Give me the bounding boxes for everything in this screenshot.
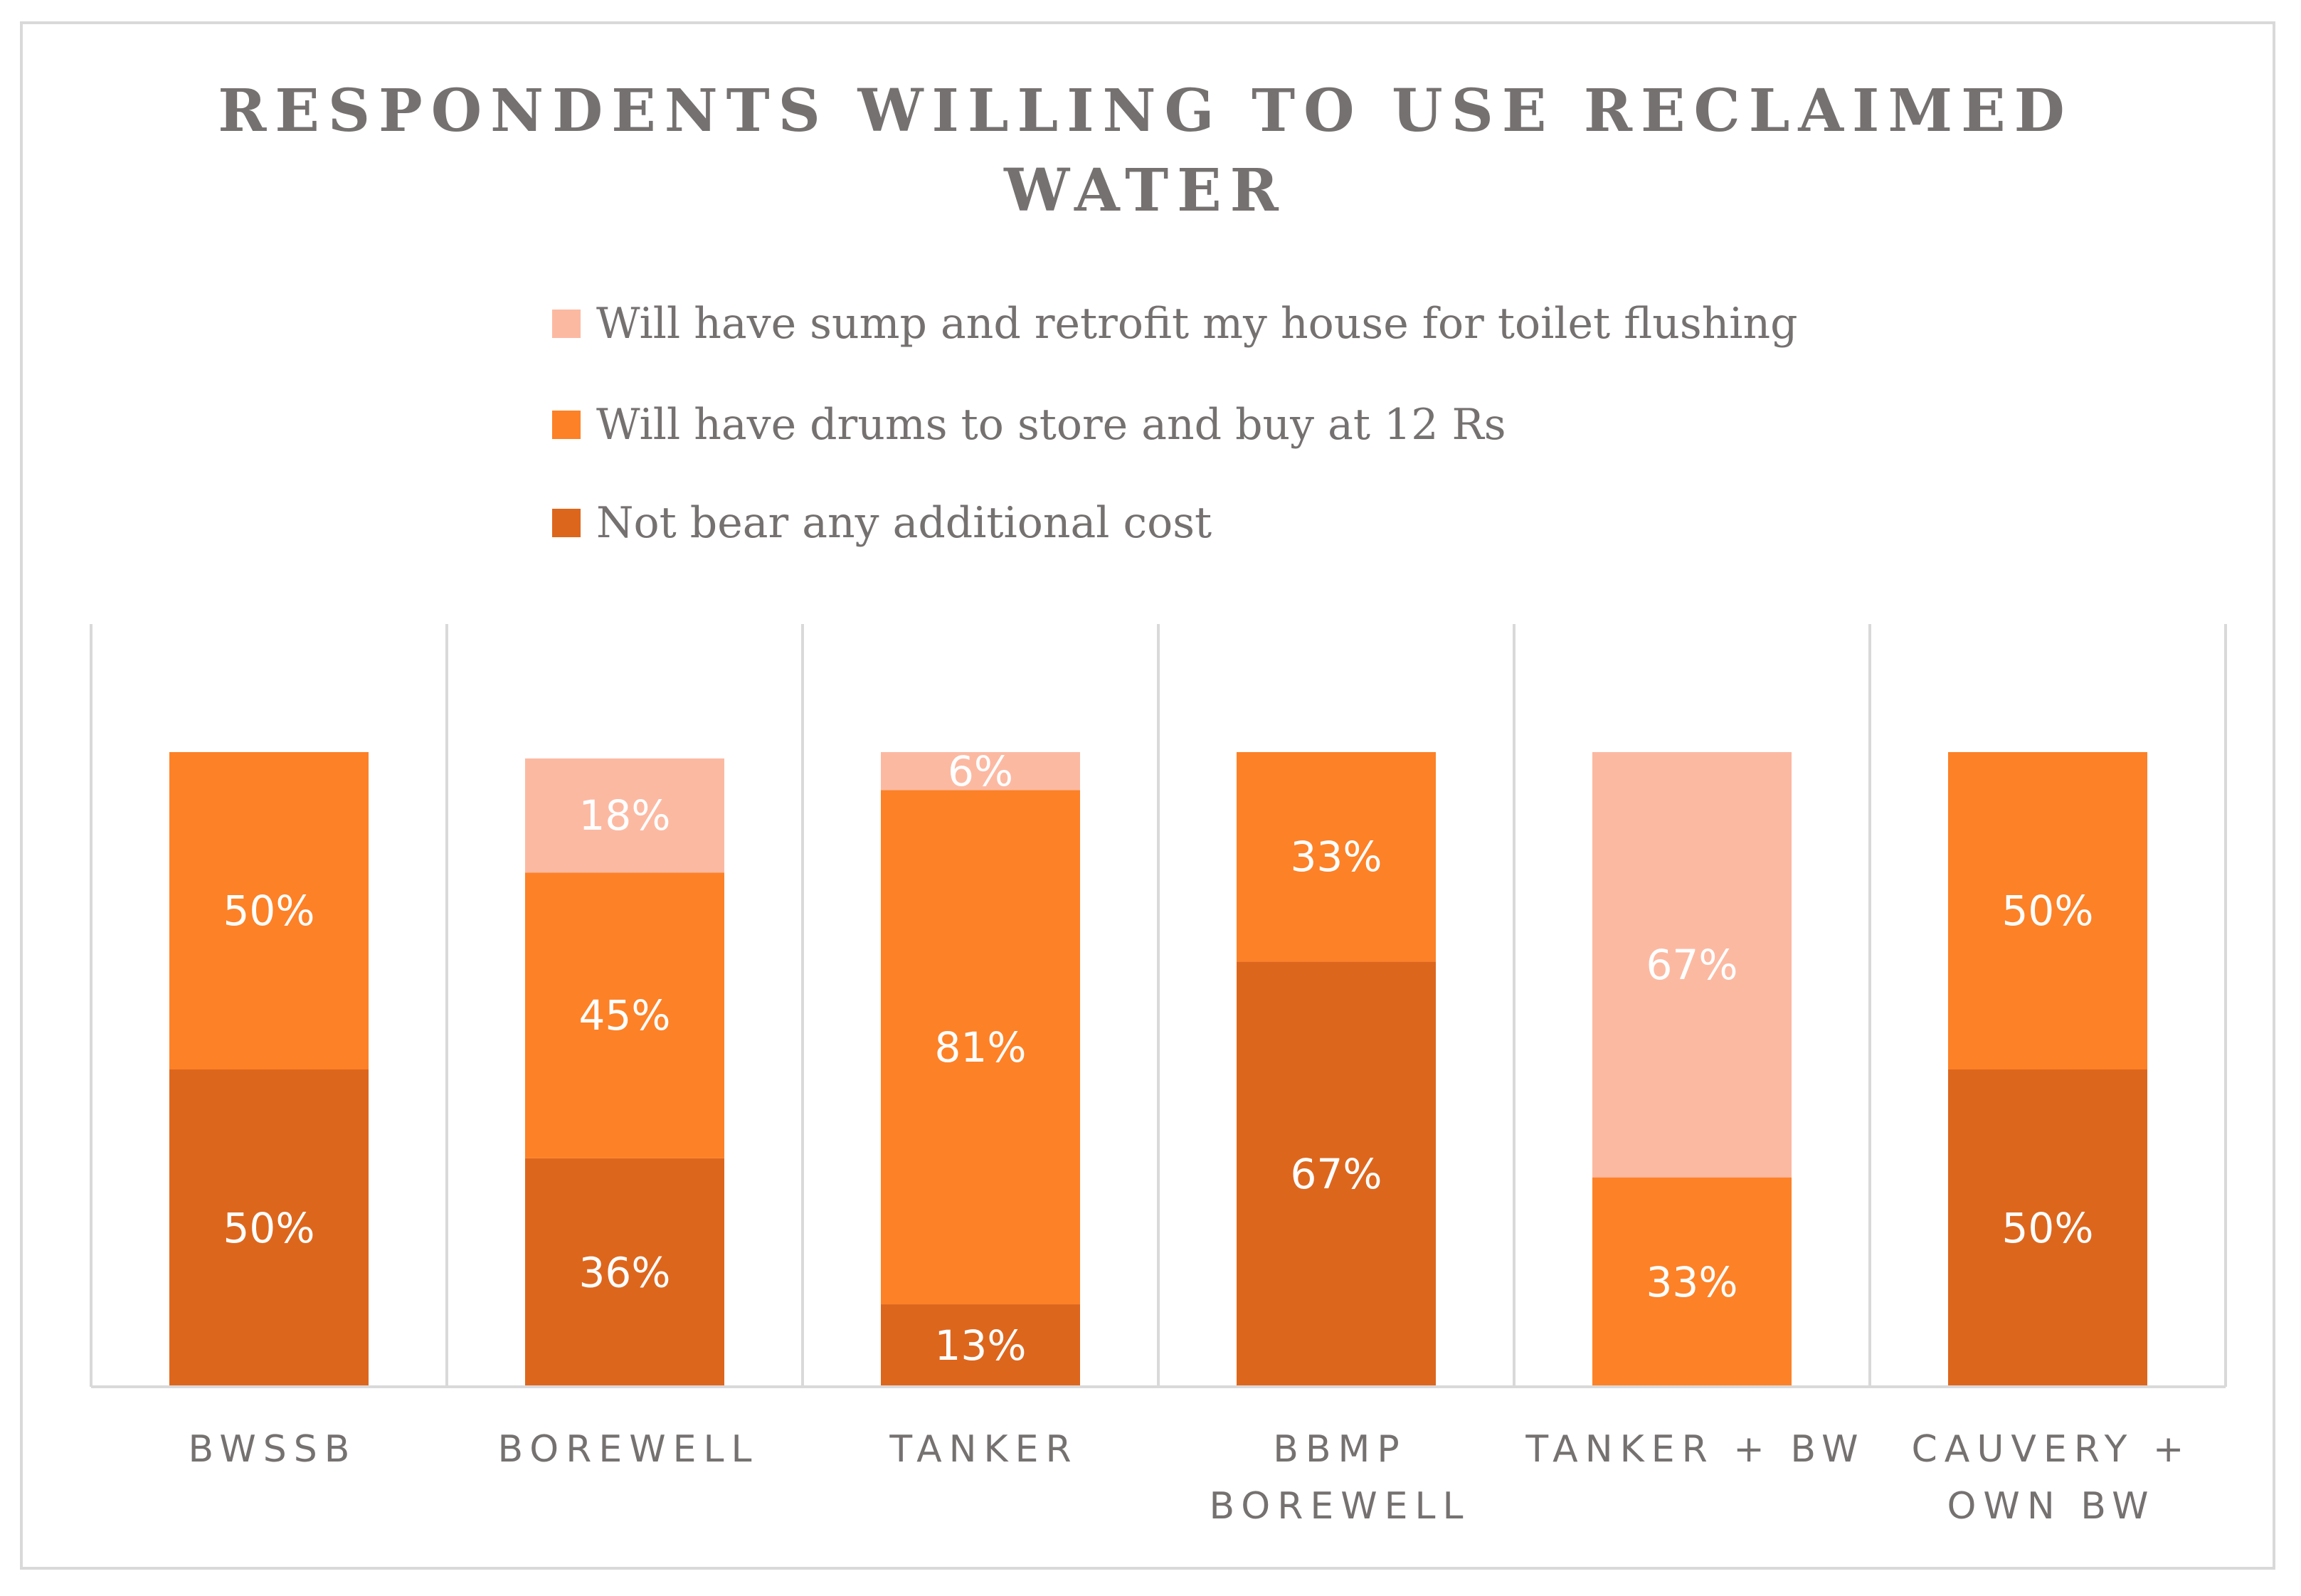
bar-segment <box>1592 752 1792 1178</box>
chart-frame <box>20 21 2275 1570</box>
data-label: 36% <box>579 1248 671 1296</box>
bar-segment <box>1237 752 1436 962</box>
chart-title: RESPONDENTS WILLING TO USE RECLAIMED WAT… <box>218 77 2073 225</box>
category-label: BOREWELL <box>498 1428 759 1471</box>
data-label: 50% <box>223 1204 315 1252</box>
category-label: TANKER <box>889 1428 1078 1471</box>
category-label: BWSSB <box>189 1428 357 1471</box>
legend-item-no-cost: Not bear any additional cost <box>552 498 1212 548</box>
category-label: BBMP <box>1273 1428 1407 1471</box>
bar-segment <box>881 790 1080 1305</box>
legend-swatch-no-cost <box>552 509 581 537</box>
bar-segment <box>1237 961 1436 1387</box>
category-label: BOREWELL <box>1210 1485 1471 1528</box>
data-label: 50% <box>223 887 315 935</box>
legend-label-drums: Will have drums to store and buy at 12 R… <box>596 400 1506 450</box>
bar-segment <box>1948 752 2147 1069</box>
bar-segment <box>169 1069 369 1387</box>
data-label: 50% <box>2002 887 2094 935</box>
data-label: 13% <box>935 1321 1027 1370</box>
bar-segment <box>525 872 724 1158</box>
legend-item-drums: Will have drums to store and buy at 12 R… <box>552 400 1506 450</box>
legend-swatch-drums <box>552 411 581 439</box>
data-label: 67% <box>1646 941 1738 989</box>
legend-item-sump: Will have sump and retrofit my house for… <box>552 299 1798 349</box>
data-label: 6% <box>948 747 1013 796</box>
data-label: 67% <box>1291 1150 1382 1198</box>
bar-segment <box>525 1158 724 1387</box>
legend-label-no-cost: Not bear any additional cost <box>596 498 1212 548</box>
bar-segment <box>1948 1069 2147 1387</box>
legend-label-sump: Will have sump and retrofit my house for… <box>596 299 1798 349</box>
data-label: 33% <box>1291 833 1382 881</box>
data-label: 18% <box>579 791 671 840</box>
bar-segment <box>881 752 1080 791</box>
category-label: OWN BW <box>1947 1485 2155 1528</box>
data-label: 50% <box>2002 1204 2094 1252</box>
category-label: TANKER + BW <box>1525 1428 1865 1471</box>
bar-segment <box>169 752 369 1069</box>
data-label: 33% <box>1646 1258 1738 1306</box>
bar-segment <box>1592 1177 1792 1387</box>
bar-segment <box>525 758 724 873</box>
data-label: 81% <box>935 1023 1027 1072</box>
bar-segment <box>881 1304 1080 1387</box>
legend-swatch-sump <box>552 310 581 338</box>
data-label: 45% <box>579 991 671 1040</box>
category-label: CAUVERY + <box>1911 1428 2191 1471</box>
